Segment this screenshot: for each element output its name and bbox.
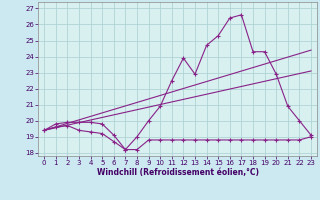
X-axis label: Windchill (Refroidissement éolien,°C): Windchill (Refroidissement éolien,°C) <box>97 168 259 177</box>
